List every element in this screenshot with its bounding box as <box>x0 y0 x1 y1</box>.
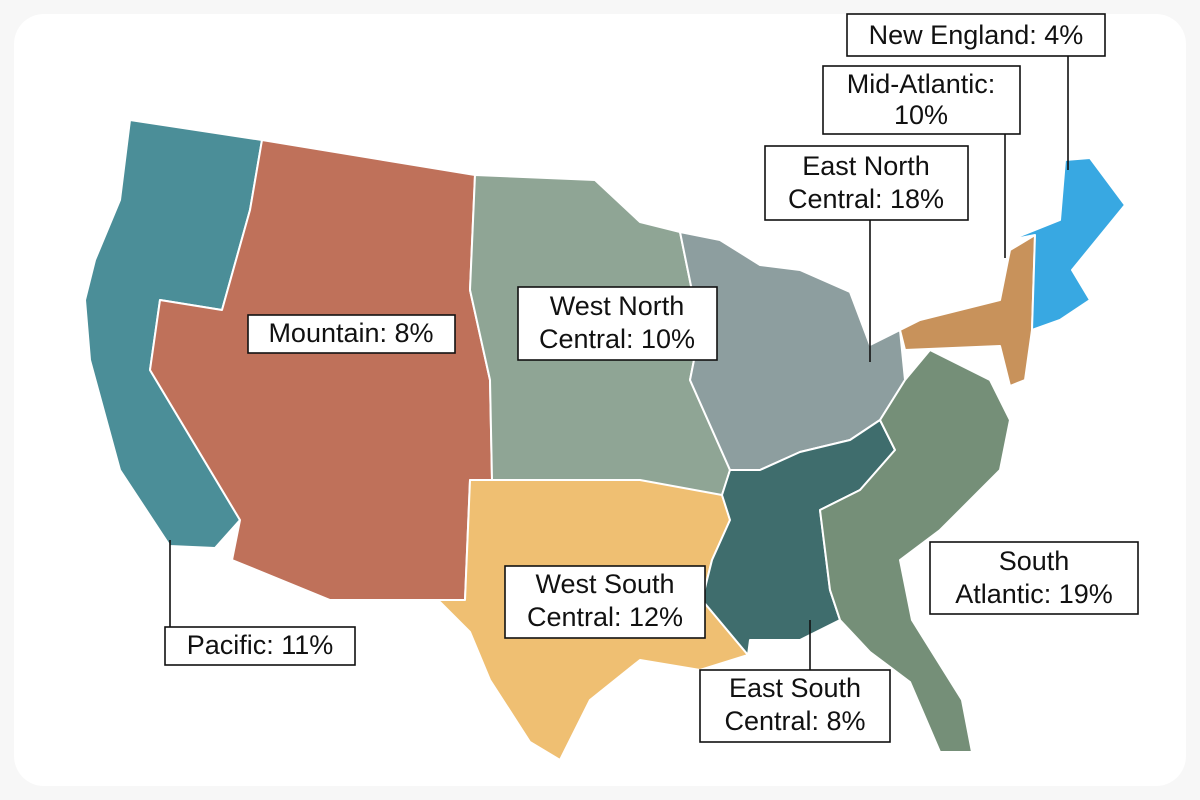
region-label: East North <box>802 151 930 181</box>
label-box <box>929 541 1139 615</box>
region-label: Central: 8% <box>724 706 865 736</box>
region-new-england <box>1009 157 1126 331</box>
region-label: 10% <box>894 100 948 130</box>
region-label: Pacific: 11% <box>187 630 334 660</box>
region-label: Central: 18% <box>788 184 944 214</box>
label-box <box>247 314 456 354</box>
region-label: Mid-Atlantic: <box>847 69 996 99</box>
label-box <box>822 65 1021 135</box>
region-label: West North <box>550 291 685 321</box>
label-box <box>517 286 718 361</box>
label-box <box>164 626 356 666</box>
region-label: Atlantic: 19% <box>955 579 1113 609</box>
region-label: Mountain: 8% <box>268 318 433 348</box>
region-label: Central: 12% <box>527 602 683 632</box>
label-box <box>846 13 1106 57</box>
region-label: Central: 10% <box>539 324 695 354</box>
region-label: South <box>999 546 1070 576</box>
label-box <box>504 565 706 639</box>
label-box <box>764 145 969 221</box>
region-label: East South <box>729 673 861 703</box>
region-south-atlantic <box>819 349 1011 753</box>
region-label: West South <box>535 569 674 599</box>
region-label: New England: 4% <box>869 20 1084 50</box>
label-box <box>699 669 891 743</box>
